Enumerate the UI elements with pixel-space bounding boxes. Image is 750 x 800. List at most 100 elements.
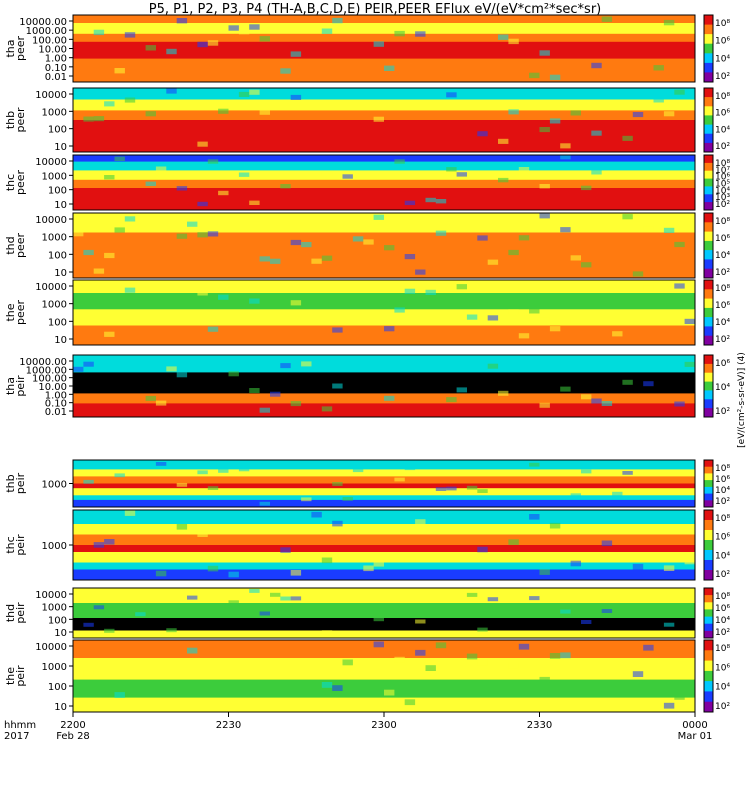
speckle — [176, 186, 188, 191]
speckle — [73, 231, 84, 237]
speckle — [93, 542, 105, 548]
speckle — [207, 565, 219, 572]
panel-3-cbar-tick: 10⁸ — [715, 159, 730, 169]
panel-5-cbar-tick: 10² — [715, 335, 730, 345]
speckle — [321, 682, 333, 688]
colorbar-segment — [704, 510, 713, 521]
panel-8-cbar-tick: 10² — [715, 570, 730, 580]
speckle — [342, 497, 353, 501]
panel-8-cbar-tick: 10⁸ — [715, 514, 730, 524]
speckle — [384, 689, 395, 696]
speckle — [684, 361, 695, 367]
band-3-3 — [73, 170, 695, 181]
colorbar-segment — [704, 486, 713, 495]
chart-title: P5, P1, P2, P3, P4 (TH-A,B,C,D,E) PEIR,P… — [148, 2, 602, 17]
speckle — [238, 467, 250, 472]
speckle — [155, 400, 167, 406]
speckle — [415, 649, 426, 656]
speckle — [415, 519, 426, 525]
speckle — [290, 570, 302, 576]
speckle — [529, 462, 540, 467]
speckle — [435, 642, 447, 649]
colorbar-segment — [704, 473, 713, 481]
speckle — [207, 326, 219, 332]
speckle — [529, 514, 540, 520]
speckle — [104, 331, 115, 337]
panel-3-cbar-tick: 10³ — [715, 193, 730, 203]
speckle — [114, 156, 125, 161]
speckle — [228, 25, 239, 31]
panel-4-ytick-label: 10000 — [35, 215, 67, 226]
panel-3-ytick-label: 10000 — [35, 157, 67, 168]
speckle — [228, 600, 239, 605]
panel-3-cbar-tick: 10⁷ — [715, 166, 730, 176]
speckle — [280, 596, 291, 601]
colorbar-frame-9 — [703, 587, 714, 639]
speckle — [674, 283, 685, 289]
panel-3-ytick-label: 10 — [54, 200, 67, 211]
speckle — [280, 184, 291, 189]
speckle — [529, 308, 540, 314]
colorbar-segment — [704, 493, 713, 501]
speckle — [446, 397, 457, 403]
speckle — [290, 401, 302, 407]
speckle — [104, 101, 115, 107]
speckle — [404, 288, 416, 294]
speckle — [601, 540, 613, 547]
speckle — [487, 315, 499, 321]
speckle — [456, 172, 467, 177]
speckle — [238, 172, 250, 177]
colorbar-segment — [704, 650, 713, 662]
speckle — [280, 547, 291, 553]
panel-4-ytick-label: 1000 — [42, 233, 67, 244]
speckle — [249, 24, 260, 30]
speckle — [591, 62, 602, 69]
speckle — [518, 643, 530, 650]
panel-1-cbar-tick: 10⁸ — [715, 19, 730, 29]
speckle — [145, 395, 156, 401]
speckle — [104, 252, 115, 259]
panel-5-ylabel-1: the — [4, 303, 17, 321]
speckle — [270, 391, 281, 397]
speckle — [425, 289, 436, 295]
speckle — [249, 588, 260, 593]
colorbar-segment — [704, 540, 713, 551]
panel-9-ylabel-2: peir — [14, 602, 27, 624]
colorbar-segment — [704, 640, 713, 651]
colorbar-segment — [704, 34, 713, 45]
speckle — [466, 485, 478, 490]
speckle — [518, 235, 530, 241]
band-1-3 — [73, 33, 695, 43]
speckle — [197, 470, 208, 475]
panel-5-ytick-label: 1000 — [42, 300, 67, 311]
panel-3-ylabel-1: thc — [4, 174, 17, 191]
speckle — [197, 141, 208, 147]
panel-5-ytick-label: 10 — [54, 335, 67, 346]
band-8-1 — [73, 510, 695, 525]
speckle — [508, 249, 519, 256]
colorbar-segment — [704, 623, 713, 632]
speckle — [104, 628, 115, 633]
colorbar-frame-10 — [703, 639, 714, 713]
speckle — [332, 685, 343, 691]
band-9-4 — [73, 630, 695, 639]
colorbar-segment — [704, 250, 713, 260]
panel-9-cbar-tick: 10⁶ — [715, 604, 730, 614]
speckle — [581, 394, 592, 400]
panel-7-cbar-tick: 10⁸ — [715, 464, 730, 474]
band-5-2 — [73, 293, 695, 310]
speckle — [124, 32, 136, 38]
speckle — [674, 401, 685, 407]
speckle — [581, 469, 592, 474]
panel-7-ylabel-2: peir — [14, 472, 27, 494]
speckle — [601, 401, 613, 406]
colorbar-segment — [704, 520, 713, 531]
speckle — [83, 249, 94, 256]
speckle — [591, 170, 602, 175]
speckle — [155, 462, 167, 466]
speckle — [270, 258, 281, 264]
